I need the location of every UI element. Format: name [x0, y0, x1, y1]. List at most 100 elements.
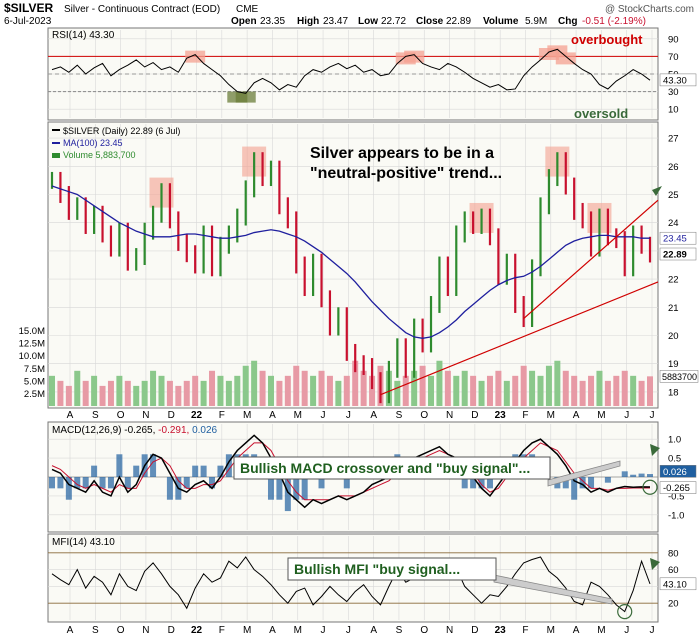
x-axis-label: A: [67, 410, 74, 421]
y-tick-label: 19: [668, 359, 679, 370]
volume-tick-label: 10.0M: [19, 351, 45, 362]
price-legend-volume: Volume 5,883,700: [63, 150, 136, 160]
last-value-label: 43.10: [663, 579, 687, 590]
x-axis-label: F: [219, 410, 225, 421]
macd-line: [51, 434, 651, 509]
x-axis-label-bottom: O: [117, 625, 125, 636]
volume-last-label: 5883700: [662, 372, 697, 382]
symbol-title: $SILVER: [4, 1, 53, 15]
volume-bar: [554, 360, 561, 406]
macd-histogram-bar: [478, 477, 485, 489]
volume-bar: [495, 370, 502, 406]
macd-histogram-bar: [604, 477, 611, 483]
x-axis-label: D: [168, 410, 175, 421]
volume-bar: [571, 375, 578, 406]
volume-bar: [545, 365, 552, 406]
volume-bar: [166, 380, 173, 406]
volume-bar: [293, 365, 300, 406]
volume-bar: [478, 380, 485, 406]
y-tick-label: -0.5: [668, 491, 684, 502]
volume-tick-label: 12.5M: [19, 339, 45, 350]
x-axis-label: A: [573, 410, 580, 421]
volume-bar: [225, 380, 232, 406]
volume-tick-label: 5.0M: [24, 376, 45, 387]
high-value: 23.47: [323, 16, 348, 27]
y-tick-label: 27: [668, 134, 679, 145]
y-tick-label: -1.0: [668, 510, 684, 521]
y-tick-label: 22: [668, 275, 679, 286]
macd-histogram-bar: [647, 474, 653, 477]
chart-date: 6-Jul-2023: [4, 16, 52, 27]
x-axis-label: M: [597, 410, 605, 421]
y-tick-label: 60: [668, 565, 679, 576]
overbought-highlight: [555, 52, 576, 65]
last-value-tag: [659, 231, 697, 245]
open-value: 23.35: [260, 16, 285, 27]
x-axis-label: D: [471, 410, 478, 421]
volume-bar: [579, 380, 586, 406]
y-tick-label: 90: [668, 34, 679, 45]
last-value-label: 23.45: [663, 234, 687, 245]
volume-bar: [107, 380, 114, 406]
x-axis-label-bottom: M: [597, 625, 605, 636]
macd-histogram-bar: [470, 477, 477, 489]
x-axis-label-bottom: J: [650, 625, 655, 636]
volume-bar: [57, 380, 64, 406]
volume-bar: [512, 375, 519, 406]
x-axis-label: J: [321, 410, 326, 421]
rsi-line: [51, 48, 651, 94]
last-value-label: -0.265: [663, 483, 690, 494]
x-axis-label: J: [650, 410, 655, 421]
volume-bar: [200, 380, 207, 406]
volume-bar: [604, 380, 611, 406]
last-value-tag: [659, 73, 697, 87]
trendline-short: [523, 199, 659, 320]
price-legend: $SILVER (Daily) 22.89 (6 Jul) MA(100) 23…: [52, 126, 180, 160]
x-axis-label: N: [142, 410, 149, 421]
volume-bar: [284, 375, 291, 406]
last-value-label: 0.026: [663, 467, 687, 478]
axis-ticks: 103050709018192021222324252627-1.0-0.50.…: [19, 34, 699, 610]
last-value-label: 43.30: [663, 75, 687, 86]
trendline-long: [380, 281, 659, 396]
y-tick-label: 20: [668, 599, 679, 610]
x-axis-label-bottom: F: [522, 625, 528, 636]
x-axis-label-bottom: D: [168, 625, 175, 636]
volume-bar: [310, 375, 317, 406]
volume-bar: [251, 360, 258, 406]
x-axis-label-bottom: A: [269, 625, 276, 636]
chg-label: Chg: [558, 16, 577, 27]
x-axis-label: A: [269, 410, 276, 421]
volume-bar: [65, 385, 72, 406]
high-label: High: [297, 16, 319, 27]
volume-bar: [562, 370, 569, 406]
volume-bar: [133, 385, 140, 406]
macd-histogram-bar: [562, 477, 569, 489]
y-tick-label: 70: [668, 52, 679, 63]
volume-bar: [124, 380, 131, 406]
macd-arrow: [650, 444, 660, 456]
x-axis-label: N: [446, 410, 453, 421]
volume-bar: [343, 375, 350, 406]
x-axis-label-bottom: M: [547, 625, 555, 636]
volume-bar: [436, 360, 443, 406]
x-axis-label: 22: [191, 410, 203, 421]
x-axis-label: J: [346, 410, 351, 421]
macd-histogram-bar: [82, 477, 89, 489]
volume-bar: [453, 375, 460, 406]
x-axis-label-bottom: 23: [495, 625, 507, 636]
macd-histogram-bar: [192, 465, 199, 477]
volume-bar: [394, 380, 401, 406]
x-axis-label-bottom: A: [573, 625, 580, 636]
volume-bar: [529, 370, 536, 406]
y-tick-label: 80: [668, 548, 679, 559]
macd-histogram-bar: [571, 477, 578, 500]
oversold-highlight: [235, 91, 256, 103]
volume-bar: [192, 375, 199, 406]
volume-bar: [621, 370, 628, 406]
macd-histogram-bar: [318, 477, 325, 489]
volume-bar: [503, 380, 510, 406]
macd-crossover-circle: [642, 479, 658, 495]
x-axis-label-bottom: M: [243, 625, 251, 636]
x-axis-label: O: [117, 410, 125, 421]
